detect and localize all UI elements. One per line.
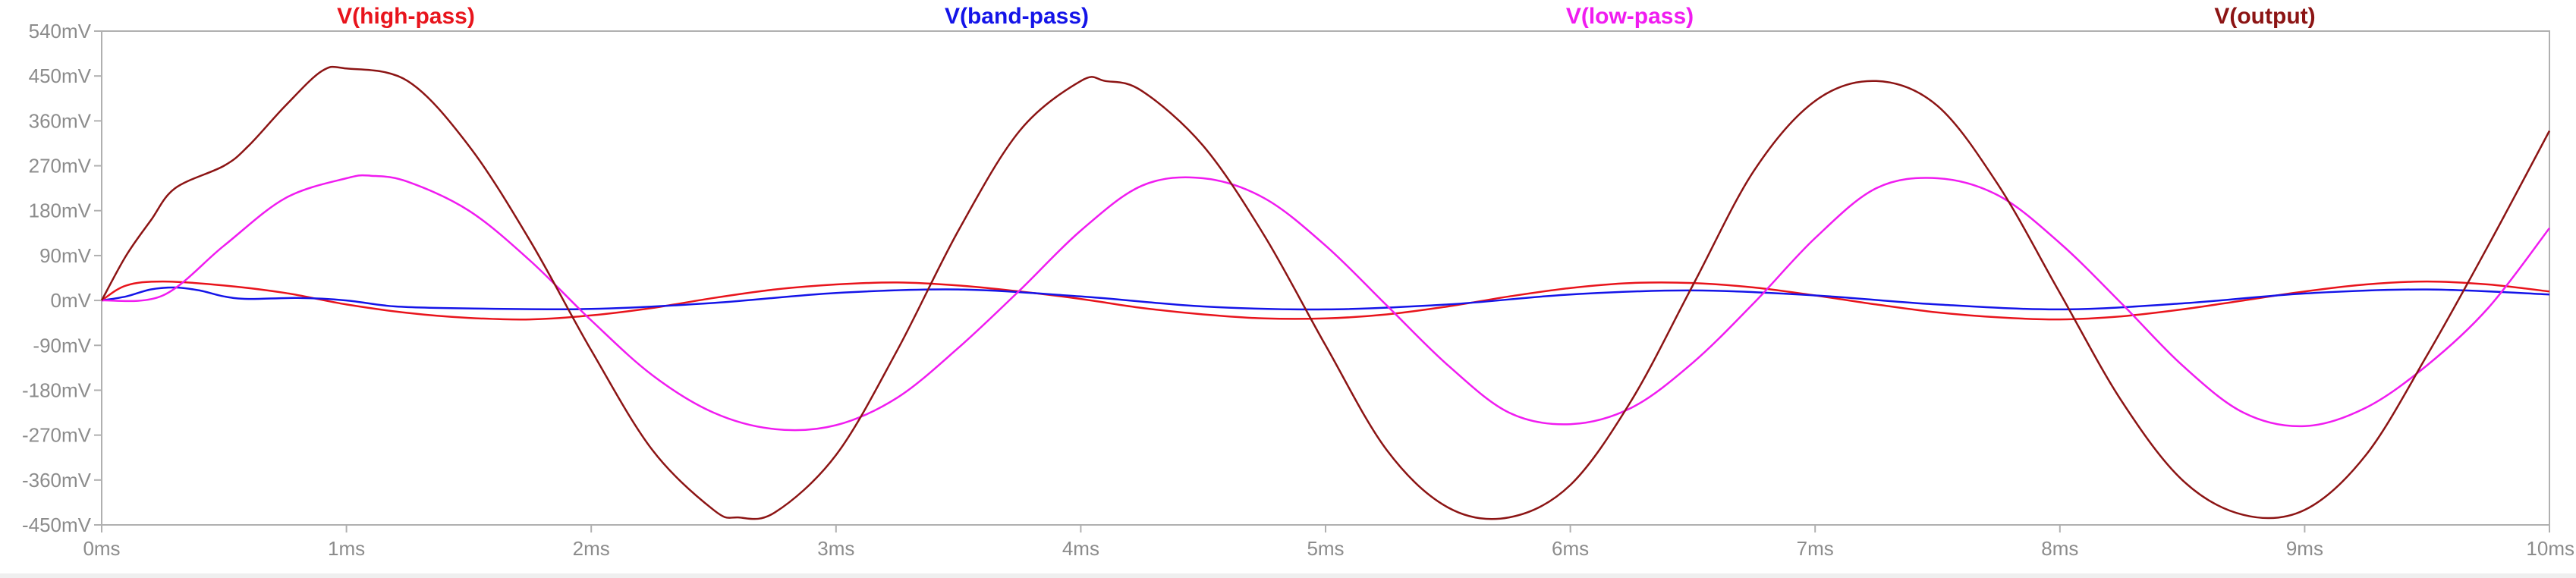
y-tick-label: -360mV bbox=[22, 469, 92, 492]
x-tick-label: 10ms bbox=[2526, 537, 2574, 560]
x-tick-label: 7ms bbox=[1797, 537, 1834, 560]
x-tick-label: 0ms bbox=[83, 537, 120, 560]
bottom-edge bbox=[0, 573, 2576, 578]
x-tick-label: 8ms bbox=[2041, 537, 2078, 560]
y-tick-label: 360mV bbox=[29, 109, 92, 132]
x-tick-label: 2ms bbox=[573, 537, 610, 560]
series-line-v-output bbox=[100, 65, 2551, 520]
y-axis-ticks: 540mV 450mV 360mV 270mV 180mV 90mV 0mV -90mV -18… bbox=[22, 20, 102, 536]
series-lines bbox=[100, 65, 2551, 520]
legend-entry-v-high-pass[interactable]: V(high-pass) bbox=[337, 4, 475, 29]
legend: V(high-pass) V(band-pass) V(low-pass) V(out… bbox=[337, 4, 2315, 29]
legend-entry-v-low-pass[interactable]: V(low-pass) bbox=[1566, 4, 1694, 29]
x-tick-label: 6ms bbox=[1552, 537, 1589, 560]
series-line-v-band-pass bbox=[101, 286, 2550, 311]
y-tick-label: -180mV bbox=[22, 379, 92, 401]
x-tick-label: 4ms bbox=[1062, 537, 1099, 560]
y-tick-label: -270mV bbox=[22, 424, 92, 447]
x-tick-label: 3ms bbox=[817, 537, 854, 560]
x-tick-label: 9ms bbox=[2286, 537, 2323, 560]
y-tick-label: 270mV bbox=[29, 155, 92, 177]
y-tick-label: -90mV bbox=[33, 334, 91, 357]
y-tick-label: 540mV bbox=[29, 20, 92, 42]
x-tick-label: 1ms bbox=[328, 537, 365, 560]
x-tick-label: 5ms bbox=[1307, 537, 1344, 560]
legend-entry-v-output[interactable]: V(output) bbox=[2214, 4, 2315, 29]
y-tick-label: 180mV bbox=[29, 199, 92, 222]
y-tick-label: 90mV bbox=[39, 244, 92, 267]
y-tick-label: 450mV bbox=[29, 64, 92, 87]
legend-entry-v-band-pass[interactable]: V(band-pass) bbox=[945, 4, 1089, 29]
series-line-v-low-pass bbox=[101, 174, 2550, 432]
series-line-v-high-pass bbox=[101, 280, 2550, 321]
y-tick-label: 0mV bbox=[51, 289, 92, 312]
x-axis-ticks: 0ms 1ms 2ms 3ms 4ms 5ms 6ms 7ms 8ms 9ms 10ms bbox=[83, 525, 2574, 560]
y-tick-label: -450mV bbox=[22, 514, 92, 536]
